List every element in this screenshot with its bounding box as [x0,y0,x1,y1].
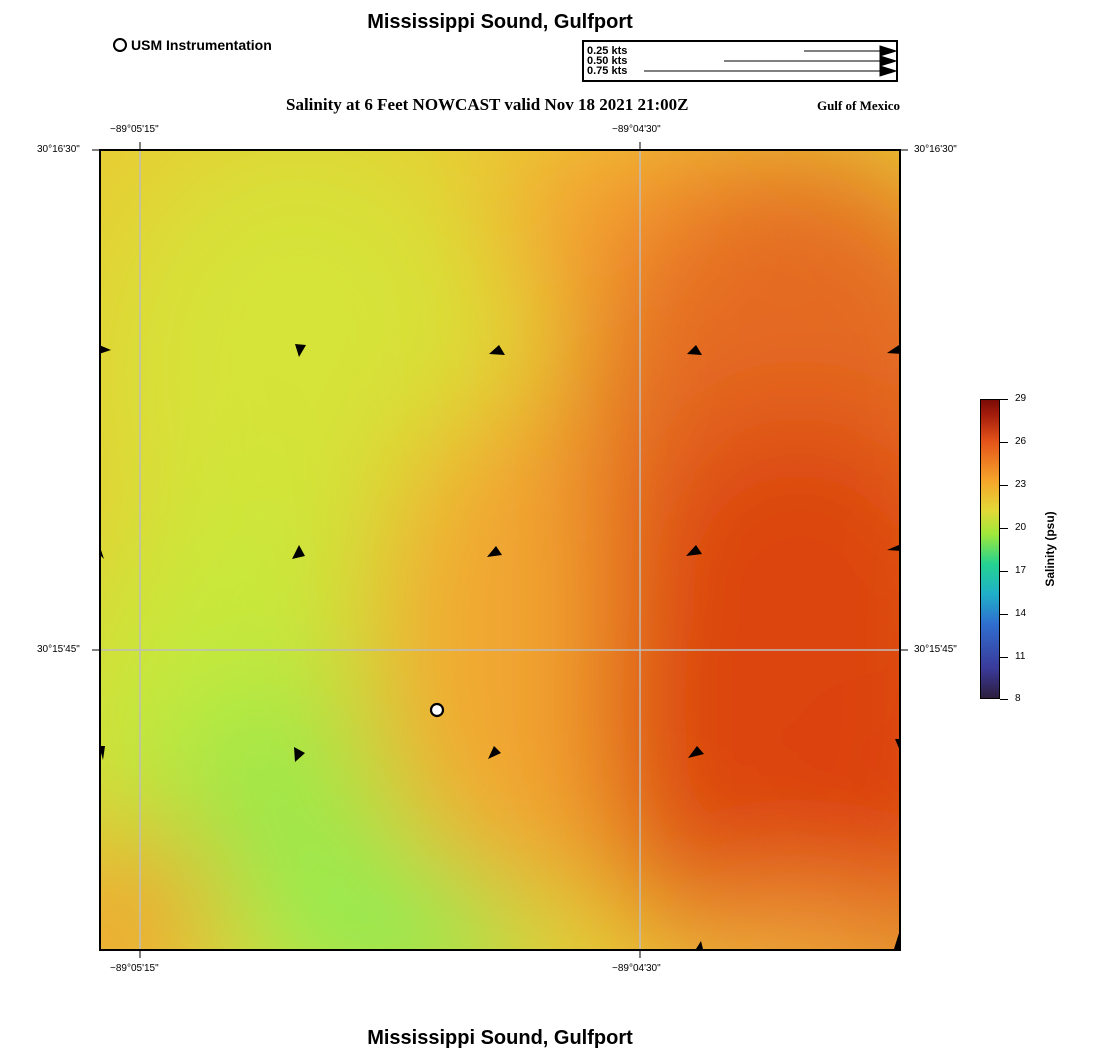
y-tick-right-1: 30°16'30" [914,144,957,155]
salinity-map [99,149,901,951]
colorbar-tick-14: 14 [1015,608,1027,619]
salinity-field [100,150,900,950]
current-vector [488,746,501,759]
current-vector [687,345,702,355]
colorbar-tick-23: 23 [1015,479,1027,490]
map-subtitle: Salinity at 6 Feet NOWCAST valid Nov 18 … [286,95,689,114]
salinity-colorbar [980,399,1000,699]
y-tick-right-2: 30°15'45" [914,644,957,655]
colorbar-tick-8: 8 [1015,693,1021,704]
current-vector [887,545,900,551]
current-vectors [100,344,900,949]
current-vector [489,345,505,355]
x-tick-top-1: −89°05'15" [110,124,159,135]
current-vector [292,545,305,559]
current-vector [686,545,702,556]
colorbar-tick-11: 11 [1015,651,1026,662]
current-vector [688,746,704,758]
current-vector [887,345,900,354]
y-tick-left-1: 30°16'30" [37,144,80,155]
station-legend: USM Instrumentation [113,37,272,53]
graticule [100,150,900,950]
map-title: Mississippi Sound, Gulfport [367,11,633,33]
scale-label-3: 0.75 kts [587,65,628,77]
y-tick-left-2: 30°15'45" [37,644,80,655]
scale-arrows [644,45,896,77]
current-vector [294,747,305,762]
colorbar-tick-17: 17 [1015,565,1027,576]
open-circle-icon [113,38,127,52]
current-vector [100,345,111,354]
current-vector [894,933,900,949]
colorbar-tick-20: 20 [1015,522,1027,533]
scale-label-1: 0.25 kts [587,45,628,57]
station-legend-label: USM Instrumentation [131,37,272,53]
outer-ticks [92,142,908,958]
current-vector [895,739,900,751]
colorbar-tick-26: 26 [1015,436,1027,447]
current-scale-legend: 0.25 kts 0.50 kts 0.75 kts [582,40,898,82]
colorbar-title: Salinity (psu) [1043,511,1057,587]
x-tick-top-2: −89°04'30" [612,124,661,135]
scale-arrow-3-head [879,65,896,77]
x-tick-bottom-1: −89°05'15" [110,963,159,974]
colorbar-tick-29: 29 [1015,393,1027,404]
scale-arrow-2-head [879,55,896,67]
current-vector [100,746,105,760]
usm-station-marker[interactable] [429,702,445,718]
scale-arrow-1-head [879,45,896,57]
current-vector [696,941,703,949]
x-tick-bottom-2: −89°04'30" [612,963,661,974]
current-vector [487,546,502,557]
scale-label-2: 0.50 kts [587,55,628,67]
footer-title: Mississippi Sound, Gulfport [367,1027,633,1049]
region-label: Gulf of Mexico [816,98,900,113]
current-vector [295,344,306,357]
